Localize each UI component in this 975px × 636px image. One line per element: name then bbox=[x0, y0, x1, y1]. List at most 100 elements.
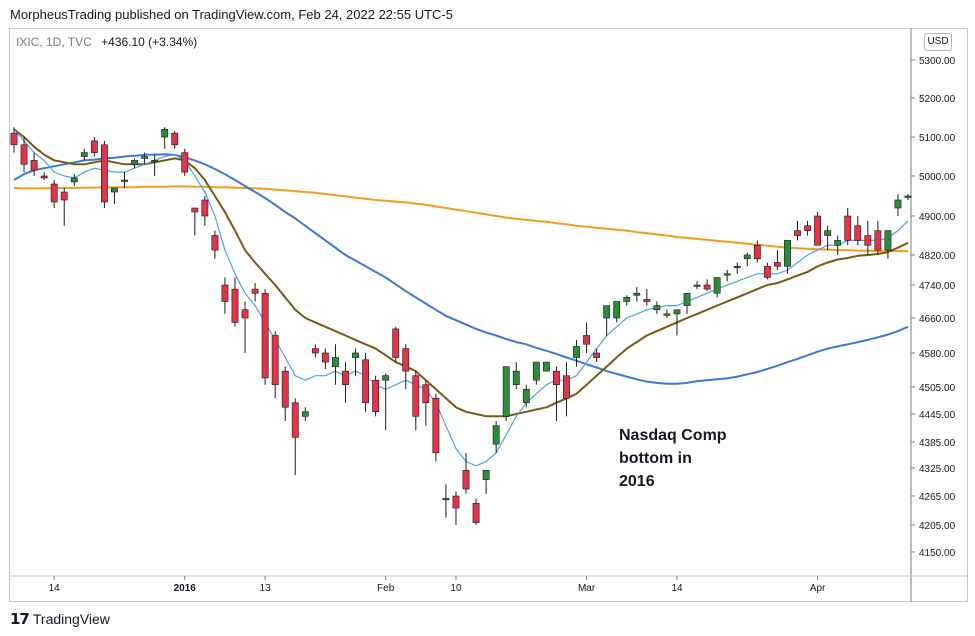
candle-body bbox=[623, 297, 631, 302]
candle-body bbox=[171, 132, 179, 146]
candle-body bbox=[352, 352, 359, 358]
candle-body bbox=[824, 230, 832, 236]
candle-body bbox=[70, 177, 78, 183]
candle-body bbox=[392, 328, 400, 358]
candle-body bbox=[241, 309, 249, 319]
candle-body bbox=[904, 195, 912, 198]
candle-body bbox=[301, 411, 309, 417]
candle-body bbox=[60, 191, 68, 201]
candle-body bbox=[834, 240, 842, 246]
price-tick-label: 4505.00 bbox=[919, 383, 956, 394]
moving-average-line-ma-slow bbox=[13, 153, 909, 385]
price-tick-label: 5000.00 bbox=[919, 172, 956, 183]
price-tick-label: 5300.00 bbox=[919, 56, 956, 67]
candle-body bbox=[422, 384, 430, 404]
chart-annotation-line: bottom in bbox=[619, 450, 692, 467]
candle-body bbox=[20, 144, 28, 165]
candle-body bbox=[743, 254, 751, 260]
candle-body bbox=[512, 370, 520, 386]
candle-body bbox=[874, 230, 882, 251]
candle-body bbox=[311, 348, 319, 354]
price-tick-label: 5100.00 bbox=[919, 133, 956, 144]
candle-body bbox=[593, 352, 601, 358]
candle-body bbox=[191, 207, 199, 213]
candle-body bbox=[753, 244, 761, 260]
candle-body bbox=[462, 470, 470, 490]
top-bar: MorpheusTrading published on TradingView… bbox=[0, 0, 975, 28]
candle-body bbox=[814, 215, 822, 246]
candle-body bbox=[50, 183, 58, 203]
price-tick-label: 5200.00 bbox=[919, 94, 956, 105]
candle-body bbox=[372, 379, 380, 413]
candle-body bbox=[342, 370, 349, 386]
candle-body bbox=[151, 160, 159, 163]
candle-body bbox=[251, 288, 259, 294]
price-tick-label: 4445.00 bbox=[919, 410, 956, 421]
price-tick-label: 4205.00 bbox=[919, 521, 956, 532]
candle-body bbox=[804, 225, 811, 231]
chart-frame bbox=[9, 28, 968, 602]
moving-average-line-ma-long bbox=[13, 185, 908, 253]
candle-body bbox=[844, 215, 852, 241]
moving-average-line-ma-mid bbox=[13, 128, 909, 418]
candle-body bbox=[522, 388, 530, 404]
time-tick-label: 14 bbox=[671, 583, 683, 594]
candle-body bbox=[382, 375, 390, 381]
candle-body bbox=[693, 284, 701, 287]
price-tick-label: 4580.00 bbox=[919, 349, 956, 360]
candle-body bbox=[271, 335, 279, 386]
price-tick-label: 4820.00 bbox=[919, 251, 956, 262]
candle-body bbox=[221, 284, 229, 302]
price-tick-label: 4900.00 bbox=[919, 212, 956, 223]
candle-body bbox=[854, 225, 862, 241]
candle-body bbox=[794, 230, 801, 236]
candle-body bbox=[442, 498, 450, 501]
symbol-legend[interactable]: IXIC, 1D, TVC +436.10 (+3.34%) bbox=[16, 35, 197, 49]
time-tick-label: 13 bbox=[260, 583, 272, 594]
candle-body bbox=[643, 299, 651, 302]
candle-body bbox=[532, 361, 540, 381]
candle-body bbox=[502, 366, 510, 417]
currency-badge[interactable]: USD bbox=[924, 33, 952, 51]
candle-body bbox=[563, 375, 570, 399]
candle-body bbox=[784, 240, 791, 267]
candle-body bbox=[583, 335, 590, 345]
candle-body bbox=[90, 140, 98, 153]
price-tick-label: 4740.00 bbox=[919, 281, 956, 292]
candle-body bbox=[261, 292, 269, 379]
candle-body bbox=[181, 152, 189, 173]
candle-body bbox=[201, 199, 209, 217]
candle-body bbox=[733, 265, 741, 269]
candle-body bbox=[774, 262, 781, 267]
change-label: +436.10 (+3.34%) bbox=[101, 35, 198, 49]
candle-body bbox=[713, 277, 721, 294]
candle-body bbox=[100, 144, 108, 203]
time-tick-label: 14 bbox=[49, 583, 61, 594]
candle-body bbox=[40, 175, 48, 179]
publisher-line: MorpheusTrading published on TradingView… bbox=[10, 7, 453, 22]
candle-body bbox=[402, 348, 410, 372]
tradingview-brand: TradingView bbox=[32, 611, 110, 627]
candle-body bbox=[492, 425, 500, 445]
candle-body bbox=[80, 152, 88, 157]
candle-body bbox=[723, 273, 731, 276]
candle-body bbox=[613, 301, 621, 319]
tradingview-logo[interactable]: 17 TradingView bbox=[10, 609, 110, 629]
price-tick-label: 4660.00 bbox=[919, 314, 956, 325]
candle-body bbox=[432, 397, 440, 454]
time-tick-label: Apr bbox=[810, 583, 826, 594]
time-tick-label: Feb bbox=[377, 583, 395, 594]
candle-body bbox=[362, 359, 369, 404]
candle-body bbox=[633, 292, 641, 296]
candle-body bbox=[603, 305, 611, 319]
chart-annotation-line: Nasdaq Comp bbox=[619, 427, 727, 444]
candle-body bbox=[703, 284, 711, 290]
moving-average-line-ma-fast bbox=[13, 128, 909, 467]
candle-body bbox=[452, 495, 460, 509]
candle-body bbox=[553, 370, 560, 386]
candle-body bbox=[573, 346, 580, 358]
candle-body bbox=[281, 370, 289, 408]
candle-body bbox=[482, 470, 490, 480]
candle-body bbox=[763, 265, 771, 278]
